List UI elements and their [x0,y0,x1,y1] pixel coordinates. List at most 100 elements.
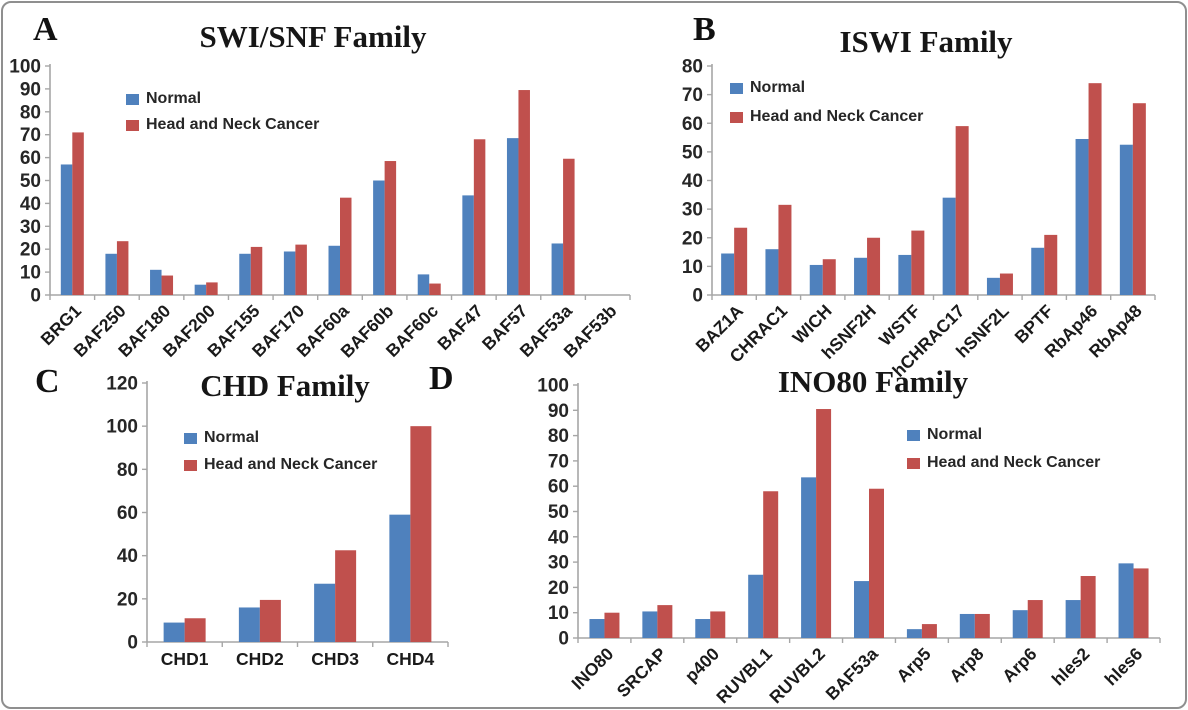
y-tick-label: 60 [20,148,41,169]
bar-normal-BAF60b [373,180,385,295]
bar-normal-WICH [809,264,823,295]
bar-normal-BAF155 [239,253,251,295]
bar-normal-Arp8 [959,613,975,638]
y-tick-label: 30 [20,217,41,238]
bar-cancer-BPTF [1044,234,1058,295]
y-tick-label: 20 [548,578,569,599]
panel-d-legend: Normal Head and Neck Cancer [907,426,1100,472]
bar-cancer-hles6 [1133,568,1149,638]
bar-cancer-CHD2 [259,599,281,642]
bar-cancer-CHD3 [335,550,357,642]
legend-swatch-cancer [907,457,920,469]
bar-normal-BPTF [1031,247,1045,295]
panel-c-legend: Normal Head and Neck Cancer [184,429,377,474]
panel-d-letter: D [429,360,454,397]
bar-cancer-BAF53a [869,488,884,638]
y-tick-label: 10 [548,603,569,624]
bar-cancer-CHRAC1 [778,204,792,295]
legend-label-cancer: Head and Neck Cancer [146,116,320,133]
legend-item-cancer: Head and Neck Cancer [126,116,319,134]
panel-c-letter: C [35,363,60,400]
bar-cancer-RbAp48 [1132,103,1146,296]
y-tick-label: 80 [682,57,703,78]
bar-normal-BAF170 [283,251,296,295]
bar-cancer-CHD1 [184,618,206,642]
y-tick-label: 0 [692,286,703,307]
y-tick-label: 50 [20,171,41,192]
bar-cancer-BAF155 [250,246,263,295]
bar-normal-CHD2 [238,607,260,642]
legend-label-normal: Normal [927,426,983,443]
x-category-label: RUVBL1 [712,644,776,708]
legend-item-normal: Normal [730,79,923,97]
bar-cancer-RUVBL1 [763,491,779,638]
y-tick-label: 70 [682,85,703,106]
bar-normal-BAF47 [462,195,474,295]
y-tick-label: 40 [117,546,138,567]
bar-normal-BAF53a [854,581,869,638]
legend-label-normal: Normal [146,90,202,107]
y-tick-label: 0 [558,629,569,650]
legend-item-cancer: Head and Neck Cancer [184,456,377,474]
x-category-label: hles6 [1101,643,1147,689]
legend-swatch-normal [730,82,743,94]
bar-cancer-hSNF2L [999,273,1013,295]
y-tick-label: 0 [127,633,138,654]
bar-cancer-WSTF [911,230,925,295]
bar-normal-RbAp48 [1119,144,1133,295]
bar-cancer-Arp5 [921,624,937,638]
x-category-label: CHD3 [311,649,359,669]
bar-cancer-hSNF2H [867,237,881,295]
x-category-label: Arp8 [945,644,988,687]
panel-a-plot: 0102030405060708090100BRG1BAF250BAF180BA… [9,57,631,362]
bar-cancer-Arp8 [974,613,990,638]
bar-cancer-BAF60a [340,197,352,295]
y-tick-label: 40 [548,527,569,548]
x-category-label: BAF47 [433,301,486,354]
bar-normal-SRCAP [642,611,658,638]
x-category-label: RUVBL2 [765,644,829,708]
y-tick-label: 50 [682,142,703,163]
y-tick-label: 60 [682,114,703,135]
y-tick-label: 20 [20,240,41,261]
y-tick-label: 30 [548,553,569,574]
bar-normal-CHRAC1 [765,249,779,295]
panel-c-plot: 0 20 40 60 80 100 120 CHD1 CHD2 CHD3 CHD4 [106,374,449,669]
bar-normal-WSTF [898,254,912,295]
bar-normal-BAF53a [551,243,564,295]
bar-cancer-BAF60c [429,283,441,295]
x-category-label: hles2 [1048,643,1094,689]
bar-normal-hSNF2L [986,277,1000,295]
bar-normal-BAF200 [194,284,207,295]
legend-item-normal: Normal [126,90,319,108]
bar-normal-hles6 [1118,563,1134,638]
y-tick-label: 80 [548,426,569,447]
bar-normal-CHD1 [163,622,185,642]
bar-cancer-BAF47 [473,139,486,295]
bar-normal-BAF60a [328,245,340,295]
legend-swatch-normal [907,429,920,441]
bar-normal-BAZ1A [721,253,735,295]
bar-normal-INO80 [589,619,605,638]
legend-label-cancer: Head and Neck Cancer [204,456,378,473]
panel-b-letter: B [693,11,716,48]
bar-normal-BAF57 [506,138,519,295]
bar-normal-hles2 [1065,600,1081,638]
y-tick-label: 100 [9,57,41,78]
legend-label-cancer: Head and Neck Cancer [927,454,1101,471]
bar-normal-BRG1 [60,164,73,295]
bar-cancer-BAZ1A [734,227,748,295]
legend-item-normal: Normal [907,426,1100,444]
panel-b-legend: Normal Head and Neck Cancer [730,79,923,126]
panel-b-title: ISWI Family [839,24,1013,59]
x-category-label: Arp6 [998,644,1041,687]
panel-c-title: CHD Family [200,368,370,403]
bar-cancer-SRCAP [657,605,673,638]
bar-normal-Arp6 [1012,610,1028,638]
x-category-label: CHD1 [161,649,209,669]
bar-cancer-BAF200 [206,282,218,295]
legend-item-cancer: Head and Neck Cancer [907,454,1100,472]
bar-cancer-INO80 [604,612,620,638]
